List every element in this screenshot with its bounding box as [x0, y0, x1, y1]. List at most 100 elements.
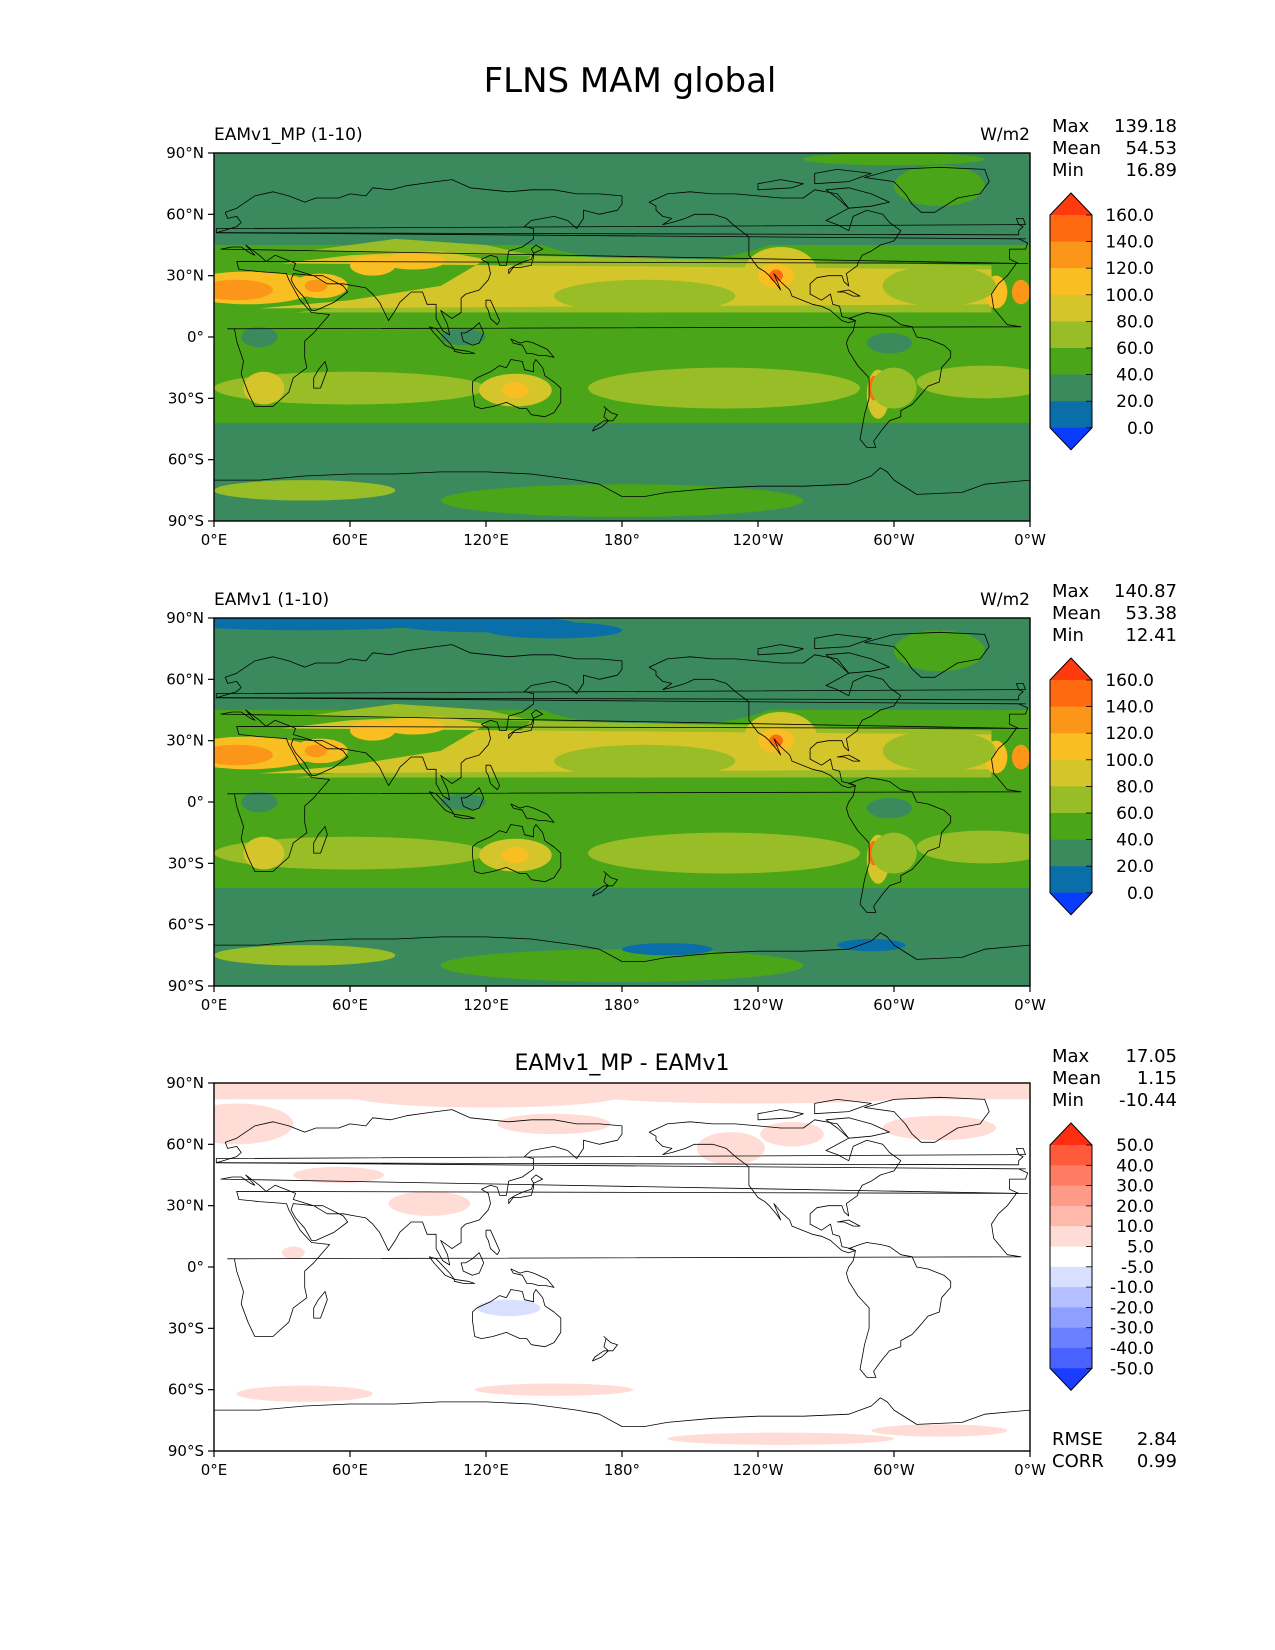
stat-max-value: 140.87: [1114, 581, 1177, 602]
colorbar-segment: [1050, 374, 1092, 402]
stat-min-label: Min: [1052, 160, 1084, 181]
coastline: [460, 787, 485, 811]
arctic-cold: [214, 618, 441, 631]
coastline: [864, 1096, 990, 1143]
lat-tick-label: 90°N: [166, 144, 204, 162]
lon-tick-label: 120°W: [733, 1461, 784, 1479]
colorbar-label: 20.0: [1116, 857, 1154, 877]
australia-diff: [476, 1299, 541, 1317]
stat-max-value: 139.18: [1114, 116, 1177, 137]
greenland: [894, 165, 985, 207]
coastline: [836, 289, 861, 297]
coastline: [757, 1109, 804, 1121]
arctic-diff: [350, 1083, 622, 1108]
coastline: [227, 261, 1029, 407]
coastline: [836, 754, 861, 762]
lat-axis: 90°N 60°N 30°N 0° 30°S 60°S 90°S: [166, 144, 214, 530]
lon-tick-label: 120°E: [463, 531, 509, 549]
coastline: [864, 166, 990, 213]
colorbar-label: 160.0: [1105, 671, 1154, 691]
corr-value: 0.99: [1137, 1451, 1177, 1472]
map-frame: [214, 1083, 1030, 1451]
antarctic-diff: [667, 1432, 894, 1445]
coastline: [814, 1099, 872, 1115]
east-antarctica: [214, 480, 396, 501]
colorbar-segment: [1050, 1226, 1092, 1247]
figure-title: FLNS MAM global: [484, 61, 777, 101]
colorbar-label: 40.0: [1116, 831, 1154, 851]
amazon: [866, 332, 913, 354]
coastline: [472, 1289, 562, 1348]
stat-min-label: Min: [1052, 1090, 1084, 1111]
stat-min-value: 16.89: [1125, 160, 1177, 181]
coastline: [814, 169, 872, 185]
colorbar-segment: [1050, 1145, 1092, 1166]
lat-tick-label: 60°N: [166, 670, 204, 688]
coastline: [313, 361, 328, 389]
australia-core: [501, 381, 530, 399]
coastline: [846, 1242, 952, 1378]
coastline: [757, 644, 804, 656]
lon-tick-label: 0°E: [201, 531, 228, 549]
coastline: [508, 709, 544, 739]
sahara-core: [214, 279, 273, 301]
north-pacific-subtrop: [554, 744, 736, 778]
coastline: [215, 179, 1029, 336]
colorbar-segment: [1050, 1246, 1092, 1268]
coastline: [453, 813, 476, 819]
southern-ocean-diff: [236, 1385, 373, 1402]
south-atlantic: [916, 365, 1030, 399]
amazon: [866, 797, 913, 819]
coastline: [215, 218, 1026, 236]
coastline: [313, 826, 328, 854]
greenland-diff: [882, 1115, 996, 1141]
southern-ocean-band: [214, 887, 1030, 942]
indian-subtropic: [214, 371, 486, 405]
lat-tick-label: 90°S: [168, 1442, 204, 1460]
siberia-diff: [497, 1113, 611, 1135]
colorbar-label: 60.0: [1116, 804, 1154, 824]
colorbar-segment: [1050, 733, 1092, 761]
corr-label: CORR: [1052, 1451, 1104, 1472]
lat-tick-label: 0°: [187, 793, 204, 811]
colorbar-segment: [1050, 1165, 1092, 1187]
arctic-cold: [486, 622, 622, 639]
coastline: [214, 932, 1030, 962]
stat-max-label: Max: [1052, 116, 1090, 137]
colorbar-extend-min: [1050, 892, 1092, 915]
tibet: [381, 718, 446, 735]
congo: [241, 791, 278, 813]
colorbar-segment: [1050, 813, 1092, 841]
south-africa: [243, 371, 285, 405]
se-pacific: [588, 367, 860, 409]
coastlines: [214, 631, 1030, 962]
colorbar-label: 0.0: [1127, 884, 1154, 904]
lon-axis: 0°E 60°E 120°E 180° 120°W 60°W 0°W: [201, 986, 1046, 1014]
map-contours: [214, 618, 1030, 986]
rmse-value: 2.84: [1137, 1429, 1177, 1450]
coastline: [836, 1219, 861, 1227]
colorbar-label: 100.0: [1105, 286, 1154, 306]
coastline: [510, 803, 555, 823]
lat-tick-label: 0°: [187, 328, 204, 346]
coastline: [460, 322, 485, 346]
coastline: [846, 777, 952, 913]
colorbar-label: 100.0: [1105, 751, 1154, 771]
colorbar-segment: [1050, 1348, 1092, 1369]
coastline: [227, 726, 1029, 872]
colorbar-segment: [1050, 866, 1092, 894]
coastline: [313, 1291, 328, 1319]
north-atlantic-subtrop: [882, 265, 996, 307]
colorbar-segment: [1050, 1287, 1092, 1308]
colorbar-extend-min: [1050, 427, 1092, 450]
east-africa-diff: [282, 1246, 305, 1259]
lon-tick-label: 60°W: [873, 1461, 915, 1479]
colorbar-segment: [1050, 839, 1092, 867]
lon-tick-label: 60°W: [873, 996, 915, 1014]
coastline: [648, 1119, 902, 1254]
lon-tick-label: 120°E: [463, 996, 509, 1014]
colorbar-label: 140.0: [1105, 233, 1154, 253]
colorbar-label: -20.0: [1110, 1298, 1154, 1318]
coastline: [472, 359, 562, 418]
lon-tick-label: 0°W: [1014, 1461, 1046, 1479]
